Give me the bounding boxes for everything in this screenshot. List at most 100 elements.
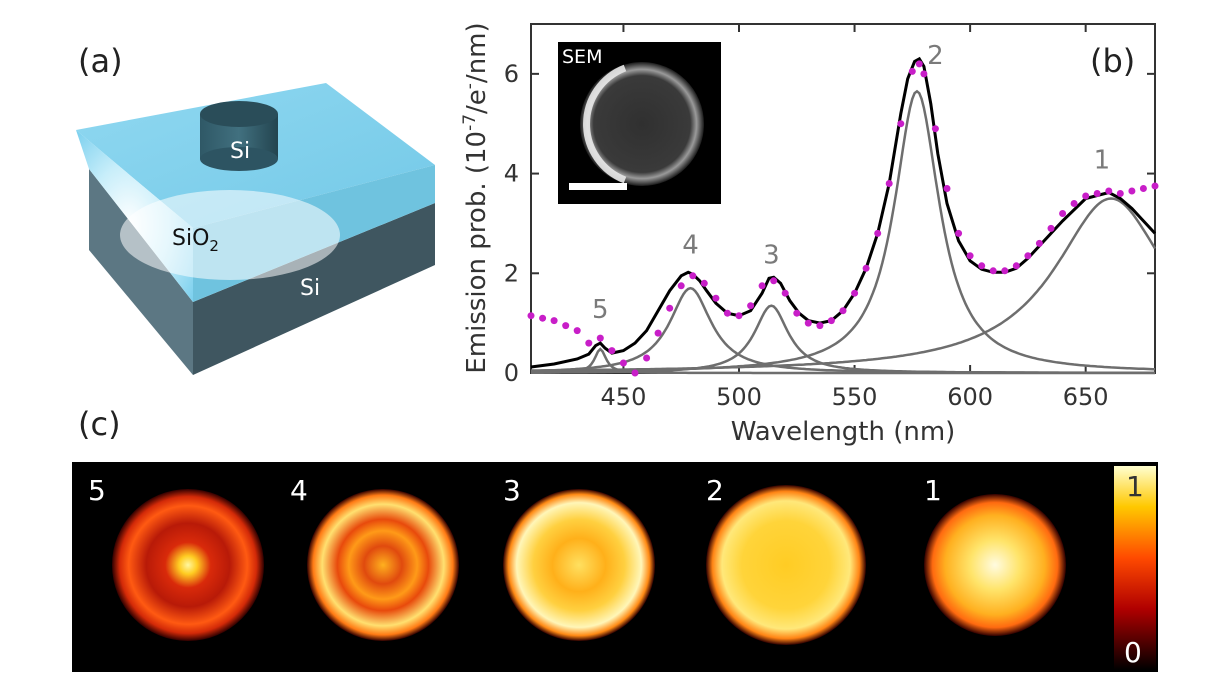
x-tick-label-600: 600: [947, 383, 993, 411]
data-point: [862, 264, 870, 272]
data-point: [851, 289, 859, 297]
pillar-top: [200, 101, 278, 127]
x-tick-label-550: 550: [832, 383, 878, 411]
y-tick-label-6: 6: [504, 60, 519, 88]
oxide-glow: [120, 190, 340, 280]
data-point: [712, 294, 720, 302]
map-label-3: 3: [503, 474, 521, 507]
y-tick-label-4: 4: [504, 160, 519, 188]
data-point: [1105, 187, 1113, 195]
emission-spectrum-chart: 450 500 550 600 650 0 2 4 6 1 2 3 4 5 SEM (b) Wavel…: [460, 22, 1159, 447]
data-point: [955, 229, 963, 237]
data-point: [573, 327, 581, 335]
data-point: [1116, 190, 1124, 197]
data-point: [677, 282, 685, 290]
data-point: [1001, 267, 1009, 275]
panel-c-label: (c): [78, 405, 121, 443]
data-point: [966, 252, 974, 260]
data-point: [1047, 224, 1055, 232]
data-point: [631, 369, 639, 377]
data-point: [700, 279, 708, 287]
sem-particle: [580, 62, 704, 186]
data-point: [723, 309, 731, 317]
schematic-diagram: Si SiO2 Si: [76, 83, 435, 375]
x-axis-title: Wavelength (nm): [731, 417, 956, 447]
x-tick-label-650: 650: [1063, 383, 1109, 411]
x-tick-label-450: 450: [601, 383, 647, 411]
data-point: [608, 347, 616, 355]
data-point: [1012, 262, 1020, 270]
data-point: [666, 304, 674, 312]
map-label-4: 4: [290, 474, 308, 507]
data-point: [527, 312, 535, 320]
data-point: [585, 339, 593, 347]
map-mode-1: [924, 494, 1066, 636]
substrate-right-face: [193, 203, 435, 375]
data-point: [1151, 182, 1159, 190]
sem-inset: SEM: [558, 42, 721, 204]
data-point: [943, 185, 951, 192]
colorbar-max-label: 1: [1126, 470, 1144, 503]
data-point: [747, 302, 755, 310]
peak-label-3: 3: [763, 240, 780, 270]
pillar-label: Si: [230, 139, 250, 164]
map-mode-2: [706, 485, 866, 645]
sem-scale-bar: [569, 183, 627, 190]
data-point: [1070, 200, 1078, 207]
data-point: [897, 120, 905, 128]
data-point: [885, 180, 893, 187]
pillar-bottom: [200, 147, 278, 171]
data-point: [619, 359, 627, 367]
colorbar-min-label: 0: [1124, 636, 1142, 669]
data-point: [1128, 187, 1136, 195]
data-point: [596, 334, 604, 342]
data-point: [643, 354, 651, 362]
data-point: [816, 322, 824, 330]
y-tick-label-0: 0: [504, 359, 519, 387]
data-point: [793, 309, 801, 317]
y-axis-title: Emission prob. (10-7/e-/nm): [460, 22, 492, 373]
data-point: [1059, 210, 1067, 217]
peak-labels: 1 2 3 4 5: [592, 41, 1110, 325]
data-point: [758, 282, 766, 290]
data-point: [1035, 239, 1043, 247]
sem-bright-edge: [583, 64, 627, 184]
map-mode-4: [307, 489, 459, 641]
data-point: [908, 67, 916, 75]
peak-label-4: 4: [682, 230, 699, 260]
data-point: [735, 312, 743, 320]
oxide-label: SiO2: [172, 226, 219, 255]
series-layer: [527, 56, 1159, 377]
x-tick-label-500: 500: [716, 383, 762, 411]
y-axis-ticks: 0 2 4 6: [504, 60, 1155, 387]
colorbar: [1114, 466, 1156, 670]
data-point: [839, 307, 847, 315]
data-point: [689, 272, 697, 280]
data-point: [781, 289, 789, 297]
data-point: [915, 60, 923, 68]
data-point: [804, 319, 812, 327]
data-point: [562, 322, 570, 330]
panel-a-label: (a): [78, 42, 123, 80]
data-point: [827, 317, 835, 325]
panel-b-label: (b): [1090, 42, 1135, 80]
map-label-5: 5: [88, 474, 106, 507]
map-label-2: 2: [706, 474, 724, 507]
data-point: [539, 314, 547, 322]
map-label-1: 1: [924, 474, 942, 507]
data-point: [1139, 185, 1147, 192]
peak-label-5: 5: [592, 295, 609, 325]
data-point: [770, 277, 778, 285]
y-tick-label-2: 2: [504, 259, 519, 287]
map-mode-5: [112, 489, 264, 641]
data-point: [654, 329, 662, 337]
data-point: [874, 229, 882, 237]
data-point: [920, 70, 928, 78]
sem-label: SEM: [562, 46, 602, 68]
substrate-label: Si: [300, 276, 320, 301]
data-point: [550, 317, 558, 325]
peak-label-1: 1: [1094, 146, 1111, 176]
data-point: [1024, 252, 1032, 260]
data-point: [931, 125, 939, 133]
